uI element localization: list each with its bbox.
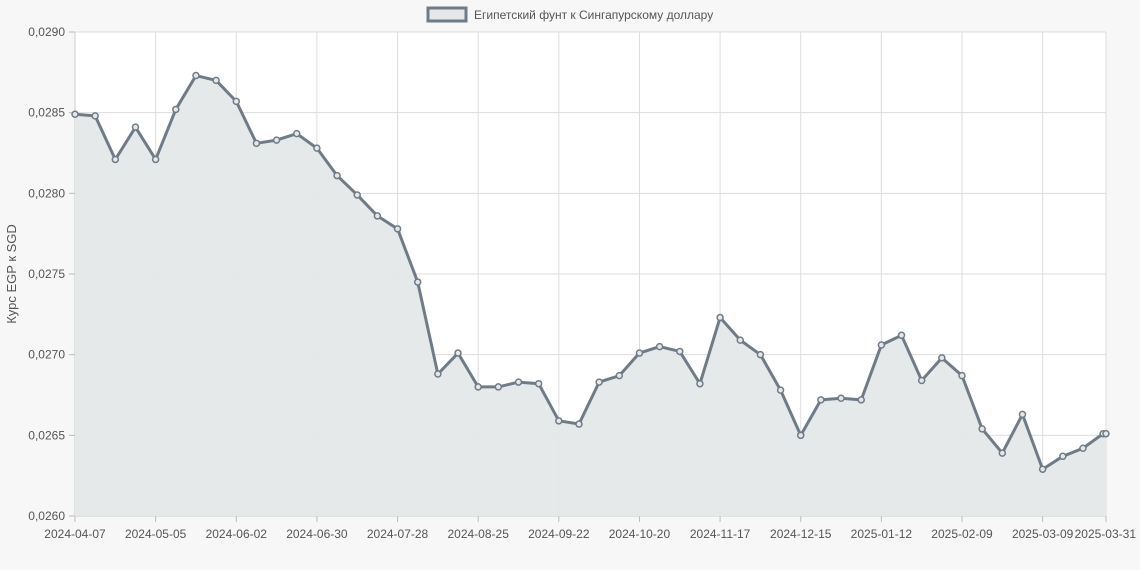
y-tick-label: 0,0280 — [28, 186, 65, 200]
x-tick-label: 2024-06-02 — [206, 527, 268, 541]
x-tick-label: 2024-11-17 — [690, 527, 751, 541]
data-point[interactable] — [938, 354, 946, 362]
x-tick-label: 2024-10-20 — [609, 527, 671, 541]
data-point[interactable] — [353, 191, 361, 199]
data-point[interactable] — [696, 379, 704, 388]
data-point[interactable] — [373, 212, 382, 220]
legend[interactable]: Египетский фунт к Сингапурскому доллару — [426, 6, 713, 23]
data-point[interactable] — [1059, 452, 1067, 461]
data-point[interactable] — [998, 449, 1007, 457]
data-point[interactable] — [333, 171, 341, 180]
y-tick-label: 0,0270 — [28, 348, 65, 362]
y-tick-label: 0,0285 — [28, 106, 65, 120]
data-point[interactable] — [595, 378, 603, 386]
y-tick-label: 0,0260 — [28, 509, 65, 523]
data-point[interactable] — [91, 112, 99, 120]
x-tick-label: 2025-03-09 — [1012, 527, 1074, 541]
data-point[interactable] — [575, 420, 583, 428]
area-fill — [75, 75, 1106, 516]
data-point[interactable] — [272, 136, 281, 144]
data-point[interactable] — [151, 155, 160, 164]
data-point[interactable] — [434, 370, 442, 378]
data-point[interactable] — [1079, 444, 1087, 452]
y-tick-label: 0,0275 — [28, 267, 65, 281]
data-point[interactable] — [293, 129, 301, 138]
data-point[interactable] — [756, 350, 765, 359]
data-point[interactable] — [776, 386, 785, 394]
x-tick-label: 2024-09-22 — [528, 527, 590, 541]
data-point[interactable] — [514, 378, 523, 386]
data-point[interactable] — [917, 376, 926, 385]
data-point[interactable] — [252, 139, 261, 148]
data-point[interactable] — [474, 383, 482, 391]
data-point[interactable] — [1102, 429, 1110, 438]
legend-label: Египетский фунт к Сингапурскому доллару — [474, 8, 713, 22]
y-tick-label: 0,0290 — [28, 25, 65, 39]
data-point[interactable] — [736, 336, 745, 344]
data-point[interactable] — [817, 396, 825, 404]
series-area — [75, 75, 1106, 516]
data-point[interactable] — [837, 394, 845, 402]
data-point[interactable] — [111, 155, 120, 164]
x-axis-ticks: 2024-04-07 2024-05-05 2024-06-02 2024-06-30… — [44, 527, 1136, 541]
data-point[interactable] — [313, 144, 321, 152]
data-point[interactable] — [413, 278, 422, 286]
x-tick-label: 2024-12-15 — [770, 527, 832, 541]
x-tick-label: 2024-06-30 — [286, 527, 348, 541]
y-axis-title: Курс EGP к SGD — [4, 224, 19, 324]
x-tick-label: 2025-01-12 — [851, 527, 913, 541]
legend-swatch — [426, 6, 468, 23]
data-point[interactable] — [635, 349, 644, 357]
data-point[interactable] — [958, 371, 966, 380]
data-point[interactable] — [615, 371, 624, 380]
data-point[interactable] — [676, 347, 684, 356]
data-point[interactable] — [1018, 410, 1027, 419]
data-point[interactable] — [212, 76, 220, 85]
x-tick-label: 2024-04-07 — [44, 527, 106, 541]
data-point[interactable] — [857, 396, 865, 404]
x-tick-label: 2025-02-09 — [931, 527, 993, 541]
x-tick-label: 2024-08-25 — [447, 527, 509, 541]
data-point[interactable] — [534, 379, 543, 388]
data-point[interactable] — [796, 431, 805, 440]
data-point[interactable] — [71, 110, 79, 119]
data-point[interactable] — [494, 383, 503, 391]
data-point[interactable] — [172, 105, 180, 114]
data-point[interactable] — [716, 313, 724, 322]
data-point[interactable] — [454, 349, 462, 357]
data-point[interactable] — [232, 97, 241, 106]
y-tick-label: 0,0265 — [28, 428, 65, 442]
data-points — [71, 71, 1110, 473]
data-point[interactable] — [192, 71, 200, 80]
x-tick-label: 2024-05-05 — [125, 527, 187, 541]
data-point[interactable] — [131, 123, 140, 131]
data-point[interactable] — [897, 331, 906, 340]
y-axis-ticks: 0,0260 0,0265 0,0270 0,0275 0,0280 0,0285 0,02… — [28, 25, 65, 523]
data-point[interactable] — [877, 341, 886, 349]
data-point[interactable] — [1038, 465, 1047, 473]
x-tick-label: 2025-03-31 — [1075, 527, 1137, 541]
x-tick-label: 2024-07-28 — [367, 527, 429, 541]
data-point[interactable] — [655, 342, 664, 351]
data-point[interactable] — [555, 417, 563, 425]
data-point[interactable] — [978, 425, 986, 433]
data-point[interactable] — [393, 225, 402, 233]
